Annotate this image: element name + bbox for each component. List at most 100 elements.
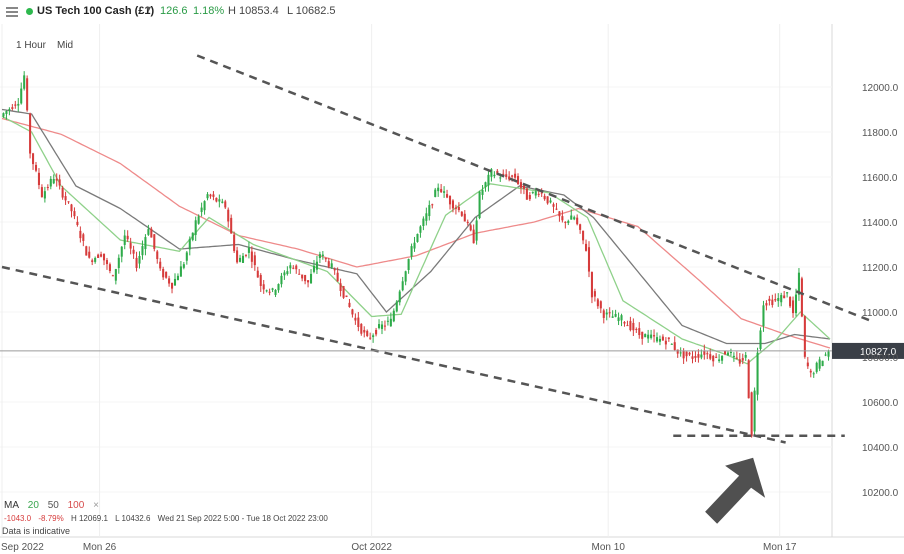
candle-down bbox=[638, 328, 641, 336]
candlestick-series bbox=[2, 71, 830, 438]
candle-down bbox=[307, 280, 310, 283]
candle-down bbox=[448, 196, 452, 205]
candle-up bbox=[620, 315, 623, 321]
candle-down bbox=[236, 250, 239, 263]
candle-up bbox=[247, 247, 250, 253]
candle-up bbox=[380, 324, 384, 329]
candle-up bbox=[49, 178, 52, 187]
candle-up bbox=[487, 174, 490, 186]
candle-up bbox=[818, 359, 821, 369]
change-percent: 1.18% bbox=[193, 5, 225, 17]
candle-up bbox=[315, 261, 318, 270]
candle-up bbox=[647, 334, 650, 339]
y-tick-label: 10200.0 bbox=[862, 488, 899, 499]
ma100-line bbox=[1, 117, 831, 349]
candle-up bbox=[117, 257, 120, 269]
instrument-name[interactable]: US Tech 100 Cash (£1) bbox=[37, 5, 155, 17]
candle-up bbox=[732, 355, 735, 358]
candle-up bbox=[404, 271, 407, 282]
candle-down bbox=[85, 246, 88, 256]
candle-down bbox=[635, 328, 638, 330]
candle-down bbox=[543, 195, 546, 200]
candle-down bbox=[224, 201, 227, 208]
candle-up bbox=[726, 352, 730, 356]
candle-up bbox=[655, 337, 659, 342]
candle-up bbox=[658, 338, 661, 342]
range-change: -1043.0 bbox=[4, 514, 32, 523]
y-tick-label: 10800.0 bbox=[862, 353, 899, 364]
candle-up bbox=[114, 269, 117, 281]
candle-up bbox=[378, 324, 381, 329]
candle-up bbox=[2, 113, 5, 117]
candle-down bbox=[516, 176, 520, 184]
close-icon[interactable]: × bbox=[93, 500, 99, 511]
candle-up bbox=[23, 75, 26, 89]
candle-up bbox=[241, 255, 245, 263]
candle-up bbox=[443, 191, 446, 193]
candle-up bbox=[700, 354, 703, 358]
ma50-period[interactable]: 50 bbox=[47, 500, 59, 511]
candle-down bbox=[209, 194, 212, 197]
candle-up bbox=[407, 259, 410, 271]
price-type-selector[interactable]: Mid bbox=[57, 40, 74, 51]
x-tick-label: Mon 17 bbox=[763, 542, 797, 553]
candle-down bbox=[511, 175, 514, 177]
candle-up bbox=[611, 316, 614, 318]
time-axis: Sep 2022 Mon 26 Oct 2022 Mon 10 Mon 17 bbox=[1, 542, 797, 553]
candle-down bbox=[522, 185, 525, 189]
candle-up bbox=[428, 205, 431, 217]
candle-up bbox=[401, 281, 404, 291]
y-tick-label: 10400.0 bbox=[862, 443, 899, 454]
ma20-period[interactable]: 20 bbox=[27, 500, 39, 511]
candle-down bbox=[632, 322, 635, 331]
market-open-indicator-icon bbox=[26, 8, 33, 15]
ma100-period[interactable]: 100 bbox=[67, 500, 85, 511]
candle-down bbox=[694, 356, 697, 358]
candle-down bbox=[383, 325, 386, 327]
candle-down bbox=[168, 278, 171, 284]
candle-down bbox=[765, 303, 768, 306]
chart-toolbar: US Tech 100 Cash (£1) ▾ 126.6 1.18% H 10… bbox=[0, 0, 904, 24]
candle-down bbox=[34, 164, 38, 171]
chevron-down-icon[interactable]: ▾ bbox=[146, 4, 152, 15]
candle-up bbox=[179, 266, 182, 277]
candle-down bbox=[82, 234, 85, 241]
candle-down bbox=[768, 298, 771, 301]
candle-up bbox=[17, 103, 20, 106]
candle-up bbox=[197, 216, 200, 224]
candle-down bbox=[102, 253, 106, 261]
candle-down bbox=[357, 317, 360, 328]
candle-down bbox=[58, 179, 61, 186]
candle-up bbox=[499, 177, 502, 179]
candle-up bbox=[753, 390, 756, 432]
candle-down bbox=[292, 267, 295, 269]
candle-down bbox=[440, 189, 443, 193]
candle-up bbox=[419, 226, 422, 233]
candle-down bbox=[212, 194, 215, 197]
candle-down bbox=[446, 194, 449, 198]
candle-up bbox=[744, 354, 747, 358]
y-tick-label: 11600.0 bbox=[862, 173, 898, 184]
candle-up bbox=[437, 187, 440, 192]
menu-icon[interactable] bbox=[6, 5, 18, 17]
candle-down bbox=[723, 351, 727, 355]
candle-down bbox=[233, 234, 236, 252]
timeframe-selector[interactable]: 1 Hour bbox=[16, 40, 47, 51]
candle-up bbox=[824, 354, 827, 356]
candle-down bbox=[40, 187, 43, 198]
candle-down bbox=[153, 234, 156, 249]
candle-down bbox=[79, 230, 82, 239]
candle-up bbox=[218, 199, 221, 202]
candle-down bbox=[599, 301, 602, 309]
candle-up bbox=[812, 373, 815, 375]
candle-down bbox=[564, 221, 567, 223]
candle-down bbox=[363, 329, 366, 333]
indicator-label[interactable]: MA bbox=[4, 500, 19, 511]
candle-down bbox=[555, 208, 558, 210]
candle-down bbox=[691, 356, 694, 359]
candle-down bbox=[32, 153, 35, 165]
candle-up bbox=[762, 305, 765, 327]
candle-up bbox=[481, 190, 484, 195]
candle-down bbox=[108, 264, 111, 271]
